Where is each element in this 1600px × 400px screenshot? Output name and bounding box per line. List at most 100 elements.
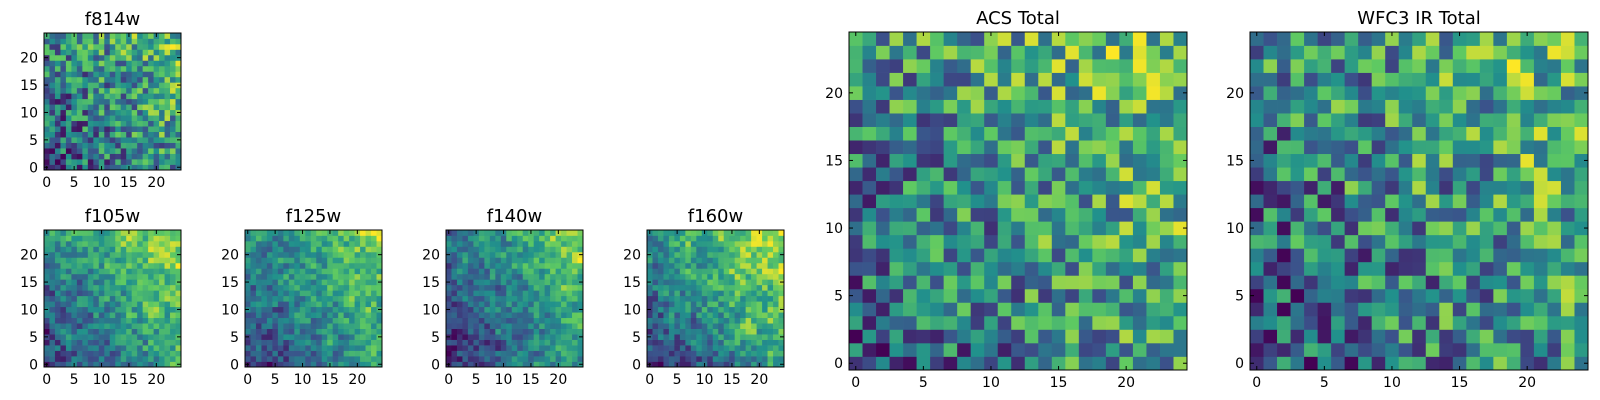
heatmap-cell: [93, 350, 100, 357]
heatmap-cell: [93, 38, 100, 45]
heatmap-cell: [175, 76, 182, 83]
heatmap-cell: [1024, 194, 1039, 209]
heatmap-cell: [1250, 302, 1264, 317]
heatmap-cell: [376, 301, 383, 308]
heatmap-cell: [250, 251, 257, 258]
heatmap-cell: [577, 273, 584, 280]
heatmap-cell: [495, 246, 502, 253]
heatmap-cell: [916, 99, 931, 114]
heatmap-cell: [657, 284, 664, 291]
heatmap-cell: [550, 306, 556, 313]
heatmap-cell: [462, 273, 469, 280]
heatmap-cell: [577, 240, 584, 247]
heatmap-cell: [668, 301, 675, 308]
heatmap-cell: [1065, 315, 1080, 330]
heatmap-cell: [1331, 194, 1345, 209]
heatmap-cell: [310, 345, 317, 351]
heatmap-cell: [82, 361, 89, 368]
heatmap-cell: [142, 76, 149, 83]
heatmap-cell: [316, 361, 323, 368]
heatmap-cell: [1132, 140, 1147, 155]
heatmap-cell: [250, 262, 257, 269]
heatmap-cell: [1051, 275, 1066, 290]
heatmap-cell: [862, 221, 877, 236]
heatmap-cell: [71, 38, 78, 45]
heatmap-cell: [1051, 99, 1066, 114]
heatmap-cell: [299, 339, 306, 346]
heatmap-cell: [170, 323, 176, 329]
heatmap-cell: [517, 262, 524, 269]
heatmap-cell: [500, 350, 507, 357]
heatmap-cell: [1344, 261, 1359, 276]
heatmap-cell: [76, 98, 83, 105]
heatmap-cell: [98, 279, 105, 286]
heatmap-cell: [572, 334, 578, 340]
heatmap-cell: [272, 262, 279, 269]
heatmap-cell: [903, 234, 917, 249]
heatmap-cell: [701, 350, 708, 357]
heatmap-cell: [1011, 288, 1026, 303]
heatmap-cell: [354, 301, 361, 308]
heatmap-cell: [1038, 59, 1053, 73]
heatmap-cell: [1024, 167, 1039, 182]
heatmap-cell: [93, 60, 100, 67]
heatmap-cell: [93, 87, 100, 94]
heatmap-cell: [668, 257, 675, 264]
heatmap-cell: [1132, 329, 1147, 344]
heatmap-cell: [718, 240, 725, 247]
heatmap-cell: [1425, 113, 1440, 127]
heatmap-cell: [657, 312, 664, 319]
heatmap-cell: [467, 350, 474, 357]
heatmap-cell: [1479, 248, 1494, 263]
heatmap-cell: [478, 295, 485, 302]
heatmap-cell: [1331, 86, 1345, 100]
heatmap-cell: [142, 164, 149, 171]
heatmap-cell: [462, 334, 469, 340]
heatmap-cell: [261, 268, 268, 275]
heatmap-cell: [272, 246, 279, 253]
heatmap-cell: [137, 82, 143, 89]
heatmap-cell: [87, 268, 94, 275]
heatmap-cell: [131, 153, 138, 160]
heatmap-cell: [164, 323, 171, 329]
heatmap-cell: [261, 240, 268, 247]
heatmap-cell: [349, 284, 355, 291]
heatmap-cell: [327, 235, 334, 242]
heatmap-cell: [305, 301, 312, 308]
heatmap-cell: [561, 290, 567, 297]
heatmap-cell: [126, 345, 133, 351]
heatmap-cell: [109, 328, 116, 335]
heatmap-cell: [71, 290, 78, 297]
heatmap-cell: [522, 339, 529, 346]
heatmap-cell: [718, 235, 725, 242]
heatmap-cell: [98, 251, 105, 258]
heatmap-cell: [970, 99, 985, 114]
heatmap-cell: [54, 306, 61, 313]
heatmap-cell: [76, 257, 83, 264]
heatmap-cell: [305, 317, 312, 324]
heatmap-cell: [44, 345, 50, 351]
heatmap-cell: [712, 312, 719, 319]
heatmap-cell: [343, 339, 350, 346]
heatmap-cell: [82, 235, 89, 242]
heatmap-cell: [561, 306, 567, 313]
heatmap-cell: [49, 290, 56, 297]
heatmap-cell: [60, 49, 67, 56]
heatmap-cell: [321, 306, 328, 313]
heatmap-cell: [54, 104, 61, 111]
heatmap-cell: [1385, 234, 1400, 249]
heatmap-cell: [299, 273, 306, 280]
heatmap-cell: [723, 334, 730, 340]
heatmap-cell: [87, 71, 94, 78]
heatmap-cell: [550, 279, 556, 286]
heatmap-cell: [657, 350, 664, 357]
heatmap-cell: [142, 109, 149, 116]
heatmap-cell: [153, 131, 160, 138]
heatmap-cell: [115, 262, 122, 269]
heatmap-cell: [310, 323, 317, 329]
heatmap-cell: [1493, 207, 1508, 222]
heatmap-cell: [1105, 167, 1120, 182]
heatmap-cell: [137, 356, 143, 362]
heatmap-cell: [707, 317, 714, 324]
heatmap-cell: [849, 342, 863, 357]
